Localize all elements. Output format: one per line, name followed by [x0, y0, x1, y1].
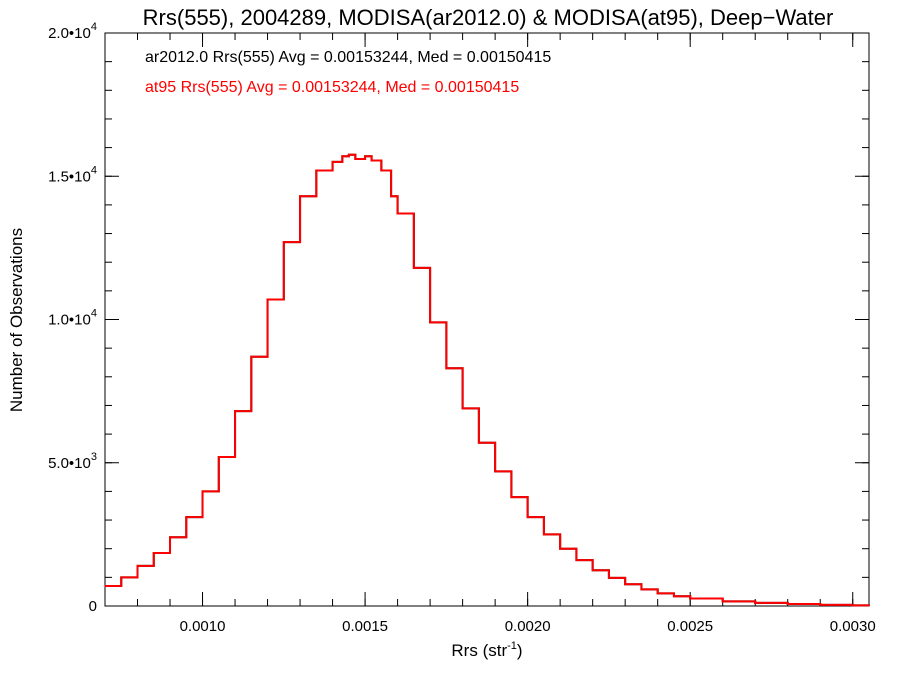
series-point-at95-3	[153, 552, 155, 554]
series-point-at95-37	[640, 588, 643, 590]
series-point-at95-22	[396, 212, 399, 215]
series-ar2012.0	[104, 153, 870, 607]
chart-title: Rrs(555), 2004289, MODISA(ar2012.0) & MO…	[143, 5, 834, 30]
annotation-ar2012: ar2012.0 Rrs(555) Avg = 0.00153244, Med …	[145, 49, 551, 66]
y-tick-exponent-3: 4	[91, 164, 97, 176]
series-point-at95-34	[592, 569, 594, 571]
series-point-at95-42	[754, 602, 756, 604]
x-axis: 0.0010 0.0015 0.0020 0.0025 0.0030	[180, 33, 876, 635]
series-point-at95-28	[494, 470, 496, 472]
y-tick-exponent-1: 3	[91, 451, 97, 463]
series-point-at95-41	[722, 600, 724, 603]
series-point-at95-2	[136, 565, 139, 567]
y-tick-label-4: 2.0•104	[48, 21, 97, 42]
series-point-at95-36	[624, 583, 626, 585]
series-point-at95-46	[868, 604, 870, 607]
y-tick-exponent-4: 4	[91, 21, 97, 33]
series-point-at95-30	[527, 516, 529, 518]
y-tick-mantissa-3: 1.5•10	[48, 168, 91, 185]
series-point-at95-32	[559, 548, 561, 550]
series-point-at95-45	[852, 604, 854, 607]
y-tick-mantissa-1: 5.0•10	[48, 455, 91, 472]
series-line-ar2012.0	[105, 153, 870, 607]
y-tick-mantissa-0: 0	[89, 598, 97, 615]
series-point-at95-17	[354, 158, 356, 160]
series-point-at95-29	[510, 496, 512, 498]
series-point-at95-13	[315, 169, 317, 172]
series-point-at95-14	[331, 161, 334, 163]
series-point-at95-35	[608, 577, 610, 579]
series-point-at95-38	[657, 592, 659, 594]
series-point-at95-23	[413, 267, 415, 269]
series-point-at95-12	[299, 195, 301, 197]
series-point-at95-27	[478, 442, 480, 444]
series-point-at95-1	[120, 576, 122, 578]
y-tick-mantissa-2: 1.0•10	[48, 312, 91, 329]
series-point-at95-40	[689, 597, 691, 600]
series-point-at95-33	[575, 559, 578, 561]
series-point-at95-5	[185, 516, 187, 518]
series-point-at95-6	[201, 490, 204, 492]
minor-ticks	[104, 32, 869, 607]
series-point-at95-9	[250, 356, 252, 358]
series-point-at95-16	[348, 154, 350, 156]
series-point-at95-25	[445, 367, 447, 369]
series-layer	[104, 153, 870, 607]
series-at95	[104, 153, 870, 607]
x-tick-label-0: 0.0010	[180, 618, 226, 635]
y-tick-label-0: 0	[89, 598, 97, 615]
series-point-at95-0	[104, 585, 106, 587]
series-point-at95-15	[341, 155, 343, 157]
y-tick-mantissa-4: 2.0•10	[48, 25, 91, 42]
series-point-at95-10	[266, 298, 269, 301]
y-axis-label: Number of Observations	[7, 228, 26, 412]
x-tick-label-4: 0.0030	[830, 618, 876, 635]
series-point-at95-26	[462, 407, 464, 409]
series-point-at95-39	[673, 595, 675, 597]
series-point-at95-43	[787, 603, 789, 605]
series-point-at95-19	[370, 159, 373, 162]
y-tick-label-1: 5.0•103	[48, 451, 97, 472]
series-point-at95-21	[390, 195, 392, 197]
annotation-at95: at95 Rrs(555) Avg = 0.00153244, Med = 0.…	[145, 79, 519, 96]
series-line-at95	[105, 153, 870, 607]
series-point-at95-24	[429, 321, 431, 323]
series-point-at95-11	[283, 241, 285, 243]
x-axis-label: Rrs (str-1)	[451, 640, 522, 660]
series-point-at95-20	[380, 169, 382, 172]
x-tick-label-3: 0.0025	[667, 618, 713, 635]
series-point-at95-4	[169, 536, 171, 538]
series-point-at95-7	[218, 456, 220, 458]
y-tick-label-3: 1.5•104	[48, 164, 97, 185]
y-tick-label-2: 1.0•104	[48, 308, 97, 329]
plot-frame	[104, 32, 870, 607]
series-point-at95-18	[364, 155, 366, 157]
x-tick-label-1: 0.0015	[342, 618, 388, 635]
y-tick-exponent-2: 4	[91, 308, 97, 320]
series-point-at95-8	[234, 410, 236, 412]
x-tick-label-2: 0.0020	[505, 618, 551, 635]
series-point-at95-31	[543, 533, 545, 535]
series-point-at95-44	[819, 604, 821, 606]
